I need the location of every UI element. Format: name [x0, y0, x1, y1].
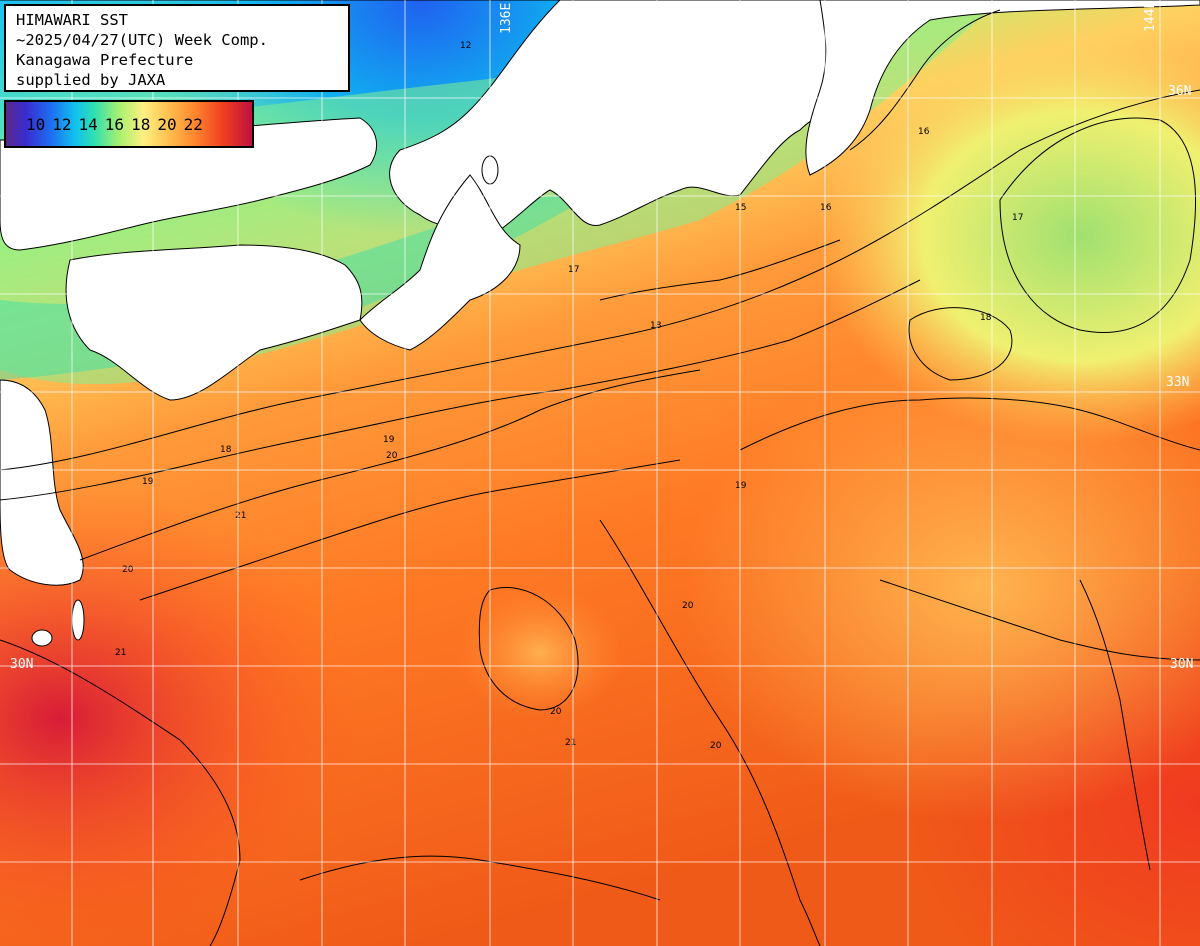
contour-label: 21 [565, 738, 576, 748]
agency-line: Kanagawa Prefecture [16, 51, 194, 69]
legend-tick: 14 [78, 115, 98, 134]
contour-label: 20 [122, 565, 134, 575]
legend-tick: 20 [157, 115, 177, 134]
contour-label: 21 [235, 511, 246, 521]
contour-label: 16 [820, 203, 832, 213]
contour-label: 20 [682, 601, 694, 611]
legend-tick: 16 [104, 115, 125, 134]
contour-label: 21 [115, 648, 126, 658]
lon-label-144e: 144E [1143, 1, 1158, 32]
legend-tick: 10 [26, 115, 46, 134]
contour-value-labels: 12 15 16 17 18 19 20 21 20 21 20 19 18 1… [115, 41, 1023, 751]
contour-label: 15 [735, 203, 746, 213]
date-line: ~2025/04/27(UTC) Week Comp. [16, 31, 268, 49]
contour-label: 19 [735, 481, 747, 491]
boso-peninsula-land [805, 0, 1200, 176]
supplier-line: supplied by JAXA [16, 71, 166, 89]
contour-label: 20 [386, 451, 398, 461]
contour-label: 18 [650, 321, 662, 331]
contour-label: 18 [980, 313, 992, 323]
kii-peninsula-land [359, 174, 521, 351]
yakushima-island [31, 629, 53, 647]
legend-tick-labels: 10 12 14 16 18 20 22 [26, 115, 210, 134]
contour-label: 19 [142, 477, 154, 487]
grid-coordinate-labels: 136E 144E 36N 33N 30N 30N [10, 1, 1193, 672]
shikoku-land [65, 244, 363, 401]
contour-label: 17 [1012, 213, 1023, 223]
legend-tick: 22 [183, 115, 203, 134]
contour-label: 18 [220, 445, 232, 455]
contour-label: 17 [568, 265, 579, 275]
contour-label: 16 [918, 127, 930, 137]
lat-label-33n: 33N [1166, 375, 1189, 390]
lat-label-36n: 36N [1168, 84, 1191, 99]
lat-label-30n-east: 30N [1170, 657, 1193, 672]
contour-label: 12 [460, 41, 471, 51]
lon-label-136e: 136E [499, 3, 514, 34]
map-title-box: HIMAWARI SST ~2025/04/27(UTC) Week Comp.… [4, 4, 350, 92]
temperature-contours [0, 9, 1200, 946]
kyushu-land [0, 379, 84, 586]
title-line: HIMAWARI SST [16, 11, 128, 29]
legend-tick: 12 [52, 115, 72, 134]
contour-label: 20 [710, 741, 722, 751]
contour-label: 19 [383, 435, 395, 445]
land-masses [0, 0, 1200, 647]
temperature-color-legend: 10 12 14 16 18 20 22 [4, 100, 254, 148]
legend-tick: 18 [131, 115, 151, 134]
lat-label-30n-west: 30N [10, 657, 33, 672]
tanegashima-island [71, 599, 85, 641]
contour-label: 20 [550, 707, 562, 717]
